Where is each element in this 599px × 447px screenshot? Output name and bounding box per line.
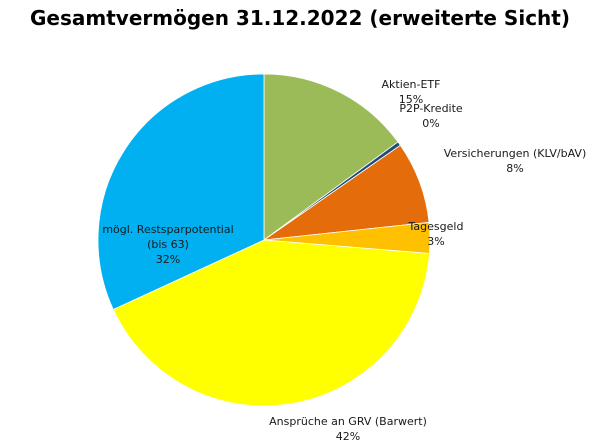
pie-slice-moegl-restsparpotential-bis-63 [97,73,265,311]
slice-label-moegl-restsparpotential-bis-63: mögl. Restsparpotential (bis 63) 32% [102,223,233,266]
slice-label-tagesgeld: Tagesgeld 3% [408,220,464,248]
pie-slice-ansprueche-an-grv-barwert [112,239,430,407]
slice-label-p2p-kredite: P2P-Kredite 0% [399,102,463,130]
slice-label-versicherungen-klv-bav: Versicherungen (KLV/bAV) 8% [444,147,587,175]
slice-label-ansprueche-an-grv-barwert: Ansprüche an GRV (Barwert) 42% [269,415,427,443]
slice-label-aktien-etf: Aktien-ETF 15% [382,78,441,106]
pie-slice-aktien-etf [263,73,399,241]
chart-title: Gesamtvermögen 31.12.2022 (erweiterte Si… [30,6,570,30]
